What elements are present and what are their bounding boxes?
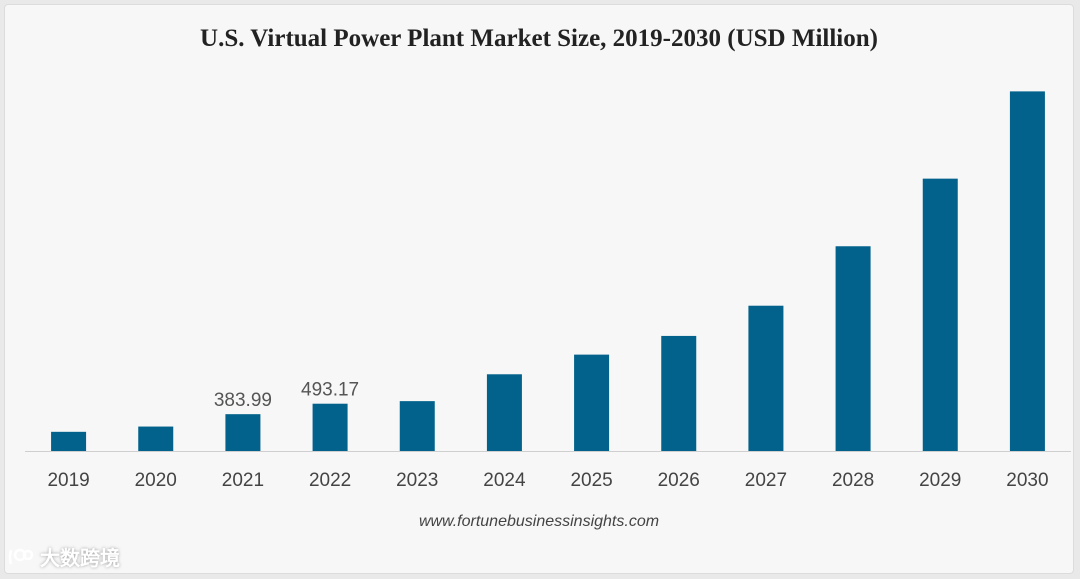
x-tick-label: 2020: [135, 470, 177, 491]
bar-2025: [574, 354, 610, 451]
bar-2026: [661, 335, 697, 451]
x-tick-label: 2026: [658, 470, 700, 491]
x-tick-label: 2027: [745, 470, 787, 491]
x-tick-label: 2023: [396, 470, 438, 491]
bar-2023: [399, 401, 435, 451]
bar-2027: [748, 305, 784, 451]
x-tick-label: 2019: [47, 470, 89, 491]
x-tick-label: 2024: [483, 470, 526, 491]
bar-2028: [835, 246, 871, 451]
x-tick-label: 2028: [832, 470, 874, 491]
x-tick-label: 2025: [570, 470, 612, 491]
watermark: 大数跨境: [8, 542, 120, 571]
logo-icon: [8, 548, 34, 564]
bar-2019: [51, 431, 87, 451]
x-tick-label: 2021: [222, 470, 264, 491]
data-label-2021: 383.99: [214, 390, 272, 411]
bar-2030: [1009, 91, 1045, 451]
source-text: www.fortunebusinessinsights.com: [418, 513, 660, 530]
bar-2022: [312, 403, 348, 451]
x-tick-label: 2030: [1006, 470, 1048, 491]
bar-chart: 2019 2020 2021 383.99 2022 493.17 2023 2024 2025…: [25, 91, 1071, 491]
data-label-2022: 493.17: [301, 380, 359, 401]
watermark-text: 大数跨境: [40, 548, 120, 570]
x-tick-label: 2022: [309, 470, 351, 491]
bar-2021: [225, 414, 261, 451]
bar-2024: [486, 374, 522, 451]
chart-title: U.S. Virtual Power Plant Market Size, 20…: [200, 25, 878, 52]
chart-card: U.S. Virtual Power Plant Market Size, 20…: [4, 4, 1074, 574]
bar-2029: [922, 178, 958, 451]
bar-2020: [138, 426, 174, 451]
x-tick-label: 2029: [919, 470, 961, 491]
